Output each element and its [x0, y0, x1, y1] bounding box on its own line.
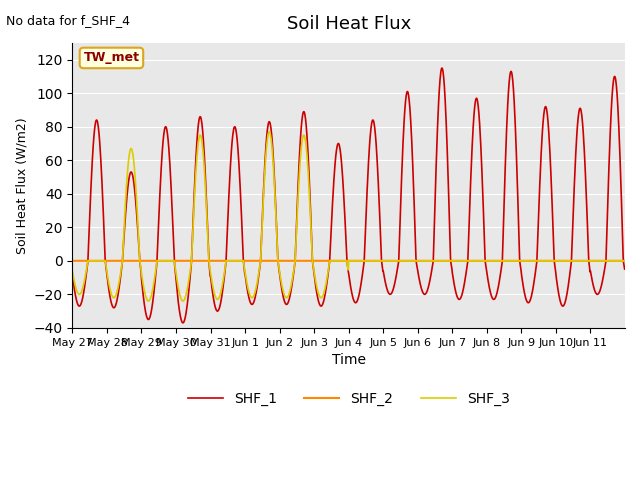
SHF_1 [621, 266, 628, 272]
SHF_3 [324, 268, 332, 274]
Legend: SHF_1, SHF_2, SHF_3: SHF_1, SHF_2, SHF_3 [182, 386, 515, 411]
X-axis label: Time: Time [332, 353, 365, 367]
Y-axis label: Soil Heat Flux (W/m2): Soil Heat Flux (W/m2) [15, 117, 28, 254]
SHF_3 [68, 268, 76, 274]
Line: SHF_1: SHF_1 [72, 68, 625, 323]
SHF_1 [614, 110, 622, 116]
SHF_1 [479, 204, 487, 209]
SHF_2 [324, 258, 332, 264]
SHF_2 [621, 258, 628, 264]
SHF_1 [324, 273, 332, 279]
SHF_1 [179, 320, 187, 326]
SHF_1 [155, 216, 163, 222]
Title: Soil Heat Flux: Soil Heat Flux [287, 15, 411, 33]
SHF_3 [621, 258, 628, 264]
SHF_1 [335, 141, 342, 146]
SHF_2 [479, 258, 486, 264]
SHF_3 [561, 258, 568, 264]
SHF_2 [614, 258, 621, 264]
SHF_3 [156, 258, 163, 264]
SHF_2 [559, 258, 567, 264]
Text: TW_met: TW_met [83, 51, 140, 64]
SHF_3 [335, 258, 342, 264]
SHF_3 [266, 129, 273, 134]
SHF_2 [68, 258, 76, 264]
SHF_1 [438, 65, 445, 71]
SHF_3 [614, 258, 622, 264]
SHF_1 [561, 302, 568, 308]
SHF_3 [145, 298, 152, 304]
SHF_2 [334, 258, 342, 264]
SHF_3 [479, 258, 487, 264]
Line: SHF_3: SHF_3 [72, 132, 625, 301]
SHF_2 [155, 258, 163, 264]
SHF_1 [68, 272, 76, 278]
Text: No data for f_SHF_4: No data for f_SHF_4 [6, 14, 131, 27]
